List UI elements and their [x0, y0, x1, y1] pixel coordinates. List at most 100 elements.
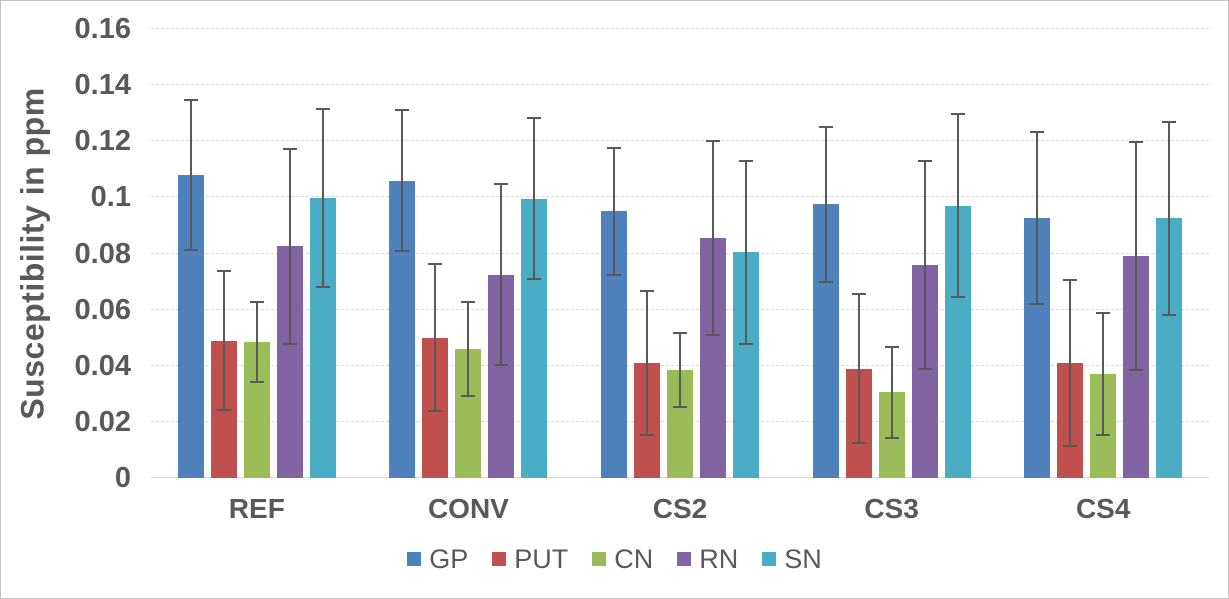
error-cap-top [851, 292, 866, 295]
bar-slot-cn-ref [243, 29, 270, 478]
y-tick-label: 0.02 [74, 405, 131, 438]
error-cap-top [639, 289, 654, 292]
error-cap-top [527, 117, 542, 120]
error-cap-top [1096, 312, 1111, 315]
bar-slot-put-cs4 [1057, 29, 1084, 478]
error-line [467, 301, 470, 397]
error-cap-top [1162, 121, 1177, 124]
legend-label: PUT [514, 543, 569, 574]
bar-slot-cn-cs3 [878, 29, 905, 478]
y-tick-label: 0.06 [74, 293, 131, 326]
error-line [189, 99, 192, 251]
bar-slot-rn-ref [276, 29, 303, 478]
legend-swatch-icon [677, 552, 692, 566]
error-bar-put-cs2 [639, 289, 654, 436]
plot-area [151, 28, 1209, 478]
error-cap-bottom [851, 442, 866, 445]
error-cap-bottom [818, 280, 833, 283]
error-cap-top [315, 108, 330, 111]
bar-slot-cn-cs4 [1090, 29, 1117, 478]
bar-slot-put-cs2 [633, 29, 660, 478]
bar-slot-sn-cs2 [732, 29, 759, 478]
error-bar-sn-cs2 [738, 159, 753, 345]
error-line [923, 159, 926, 370]
error-cap-bottom [884, 436, 899, 439]
y-tick-label: 0.14 [74, 69, 131, 102]
error-cap-bottom [315, 285, 330, 288]
error-bar-put-conv [428, 263, 443, 413]
error-cap-top [395, 109, 410, 111]
error-cap-top [183, 99, 198, 102]
bar-slot-gp-conv [389, 29, 416, 478]
error-cap-bottom [606, 273, 621, 276]
error-bar-sn-ref [315, 108, 330, 288]
error-line [857, 292, 860, 445]
bar-slot-put-ref [210, 29, 237, 478]
legend-item-put: PUT [492, 544, 568, 575]
bar-slot-rn-conv [488, 29, 515, 478]
gridline-0.06 [151, 308, 1209, 310]
legend-item-sn: SN [762, 544, 822, 575]
gridline-0.12 [151, 140, 1209, 142]
legend-swatch-icon [762, 552, 777, 566]
error-cap-top [249, 301, 264, 304]
error-line [1069, 278, 1072, 448]
error-bar-rn-cs3 [917, 159, 932, 370]
x-category-label-ref: REF [228, 493, 285, 524]
legend-item-cn: CN [592, 544, 653, 575]
error-line [255, 301, 258, 383]
y-tick-label: 0.04 [74, 349, 131, 382]
error-cap-bottom [282, 342, 297, 345]
error-cap-bottom [672, 405, 687, 408]
bar-group-cs3 [786, 29, 998, 478]
legend-label: GP [429, 543, 469, 574]
y-tick-label: 0 [114, 462, 131, 494]
y-axis-tick-labels: 0 0.02 0.04 0.06 0.08 0.1 0.12 0.14 0.16 [1, 1, 131, 598]
error-line [1102, 312, 1105, 436]
error-line [890, 346, 893, 439]
error-bar-rn-cs2 [705, 140, 720, 336]
x-category-label-cs2: CS2 [652, 493, 708, 524]
error-bar-cn-ref [249, 301, 264, 383]
error-bar-rn-cs4 [1129, 141, 1144, 372]
error-bar-put-cs3 [851, 292, 866, 445]
bar-slot-rn-cs3 [911, 29, 938, 478]
gridline-0.14 [151, 84, 1209, 86]
error-cap-top [216, 270, 231, 273]
error-cap-bottom [527, 278, 542, 281]
error-cap-top [818, 125, 833, 128]
error-cap-top [705, 140, 720, 143]
y-tick-label: 0.12 [74, 125, 131, 158]
bar-slot-sn-cs4 [1156, 29, 1183, 478]
error-line [321, 108, 324, 288]
error-line [434, 263, 437, 413]
error-cap-bottom [1096, 433, 1111, 436]
error-line [678, 332, 681, 408]
error-cap-bottom [639, 433, 654, 436]
error-cap-bottom [395, 250, 410, 253]
legend-label: SN [784, 543, 822, 574]
legend-swatch-icon [407, 552, 422, 566]
error-cap-top [917, 159, 932, 162]
y-tick-label: 0.16 [74, 13, 131, 45]
error-line [500, 183, 503, 366]
error-cap-bottom [705, 333, 720, 336]
error-cap-bottom [216, 408, 231, 411]
bar-slot-sn-ref [309, 29, 336, 478]
bar-slot-gp-ref [177, 29, 204, 478]
error-cap-top [1129, 141, 1144, 144]
error-cap-top [738, 159, 753, 162]
bar-slot-cn-conv [455, 29, 482, 478]
bar-group-cs2 [574, 29, 786, 478]
error-bar-gp-cs2 [606, 146, 621, 276]
error-cap-bottom [1030, 303, 1045, 306]
legend-swatch-icon [592, 552, 607, 566]
x-axis-category-labels: REF CONV CS2 CS3 CS4 [151, 492, 1209, 526]
bar-group-conv [363, 29, 575, 478]
y-tick-label: 0.1 [90, 181, 131, 214]
error-line [222, 270, 225, 411]
bar-slot-sn-cs3 [944, 29, 971, 478]
error-cap-top [428, 263, 443, 266]
error-cap-top [950, 113, 965, 116]
